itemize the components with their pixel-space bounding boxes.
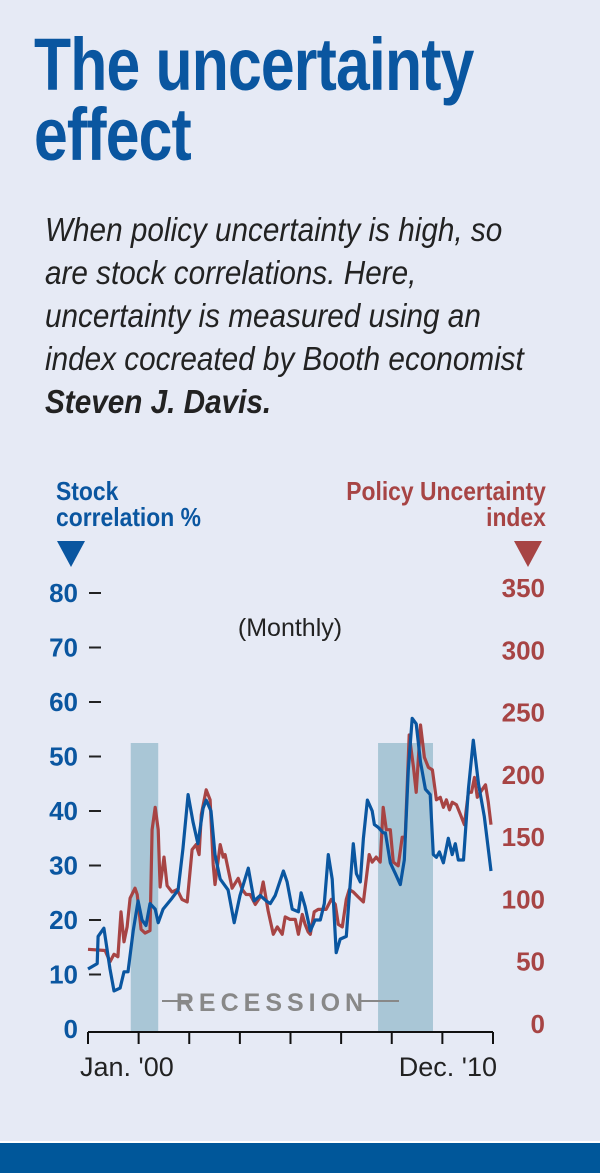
right-tick-label: 350 — [502, 573, 545, 603]
x-label-end: Dec. '10 — [399, 1052, 497, 1082]
left-tick-label: 30 — [49, 851, 78, 881]
stock-correlation-line — [87, 716, 493, 993]
left-axis: 0 10 20 30 40 50 60 70 80 — [49, 578, 101, 1044]
left-tick-label: 80 — [49, 578, 78, 608]
bottom-bar — [0, 1141, 600, 1173]
right-tick-label: 50 — [516, 947, 545, 977]
left-axis-title-line2: correlation % — [56, 502, 201, 532]
left-axis-title: Stock correlation % — [56, 478, 201, 530]
chart-description: When policy uncertainty is high, so are … — [45, 208, 549, 423]
x-label-start: Jan. '00 — [80, 1052, 174, 1082]
left-axis-arrow-icon — [57, 541, 85, 567]
recession-bands — [130, 743, 433, 1031]
chart-title: The uncertainty effect — [34, 23, 474, 176]
left-tick-label: 70 — [49, 633, 78, 663]
left-tick-label: 40 — [49, 796, 78, 826]
right-tick-label: 300 — [502, 635, 545, 665]
series-lines — [87, 716, 493, 993]
left-tick-label: 10 — [49, 960, 78, 990]
right-axis-title: Policy Uncertainty index — [346, 478, 546, 530]
right-axis-title-line2: index — [486, 502, 546, 532]
right-tick-label: 150 — [502, 822, 545, 852]
right-axis-title-line1: Policy Uncertainty — [346, 476, 546, 506]
right-tick-label: 250 — [502, 698, 545, 728]
economist-name: Steven J. Davis. — [45, 383, 272, 420]
right-tick-label: 0 — [531, 1009, 545, 1039]
right-tick-label: 200 — [502, 760, 545, 790]
right-axis-arrow-icon — [514, 541, 542, 567]
left-tick-label: 60 — [49, 687, 78, 717]
left-axis-title-line1: Stock — [56, 476, 119, 506]
x-axis — [87, 1031, 494, 1044]
left-tick-label: 50 — [49, 742, 78, 772]
right-tick-label: 100 — [502, 884, 545, 914]
description-text: When policy uncertainty is high, so are … — [45, 211, 524, 377]
monthly-label: (Monthly) — [238, 614, 342, 642]
recession-label-group: RECESSION — [162, 989, 399, 1017]
left-tick-label: 0 — [64, 1014, 78, 1044]
right-axis: 0 50 100 150 200 250 300 350 — [502, 573, 545, 1039]
recession-label: RECESSION — [176, 989, 368, 1017]
left-tick-label: 20 — [49, 905, 78, 935]
policy-uncertainty-line — [87, 723, 493, 964]
